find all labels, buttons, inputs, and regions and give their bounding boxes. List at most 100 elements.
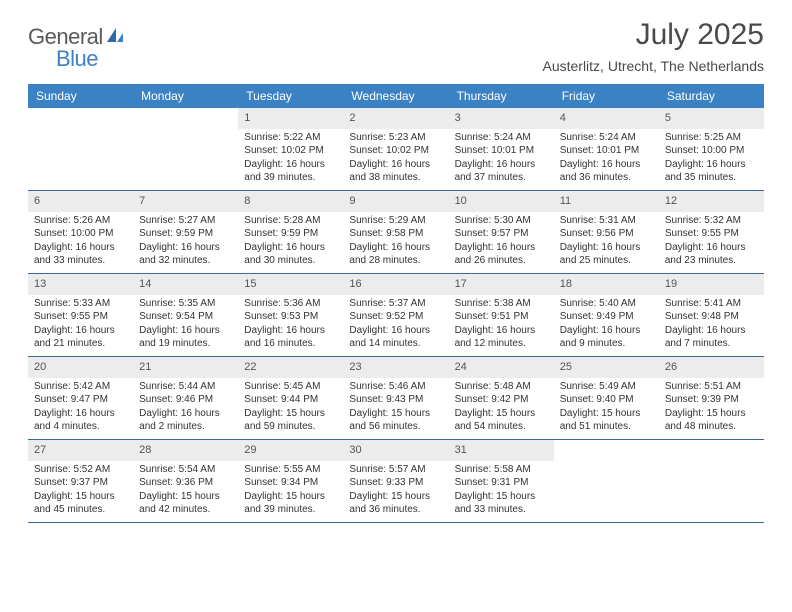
sunrise-text: Sunrise: 5:57 AM	[349, 463, 442, 477]
day-number: 6	[28, 191, 133, 212]
day-cell: 6Sunrise: 5:26 AMSunset: 10:00 PMDayligh…	[28, 191, 133, 273]
brand-sail-icon	[105, 26, 125, 49]
sunset-text: Sunset: 9:48 PM	[665, 310, 758, 324]
daylight-text: Daylight: 16 hours and 2 minutes.	[139, 407, 232, 434]
sunset-text: Sunset: 9:47 PM	[34, 393, 127, 407]
day-cell: 20Sunrise: 5:42 AMSunset: 9:47 PMDayligh…	[28, 357, 133, 439]
day-body: Sunrise: 5:33 AMSunset: 9:55 PMDaylight:…	[28, 295, 133, 355]
day-cell: 13Sunrise: 5:33 AMSunset: 9:55 PMDayligh…	[28, 274, 133, 356]
sunset-text: Sunset: 9:37 PM	[34, 476, 127, 490]
brand-logo: General Blue	[28, 24, 125, 72]
weekday-header: Tuesday	[238, 84, 343, 108]
daylight-text: Daylight: 15 hours and 36 minutes.	[349, 490, 442, 517]
day-cell: 4Sunrise: 5:24 AMSunset: 10:01 PMDayligh…	[554, 108, 659, 190]
sunrise-text: Sunrise: 5:55 AM	[244, 463, 337, 477]
sunrise-text: Sunrise: 5:25 AM	[665, 131, 758, 145]
sunrise-text: Sunrise: 5:48 AM	[455, 380, 548, 394]
sunset-text: Sunset: 9:33 PM	[349, 476, 442, 490]
sunrise-text: Sunrise: 5:49 AM	[560, 380, 653, 394]
day-cell: 30 Sunrise: 5:57 AMSunset: 9:33 PMDayligh…	[343, 440, 448, 522]
sunrise-text: Sunrise: 5:28 AM	[244, 214, 337, 228]
day-number: 18	[554, 274, 659, 295]
sunset-text: Sunset: 9:55 PM	[34, 310, 127, 324]
day-body: Sunrise: 5:29 AMSunset: 9:58 PMDaylight:…	[343, 212, 448, 272]
day-body: Sunrise: 5:42 AMSunset: 9:47 PMDaylight:…	[28, 378, 133, 438]
daylight-text: Daylight: 15 hours and 45 minutes.	[34, 490, 127, 517]
weekday-header: Saturday	[659, 84, 764, 108]
daylight-text: Daylight: 16 hours and 36 minutes.	[560, 158, 653, 185]
day-body: Sunrise: 5:55 AMSunset: 9:34 PMDaylight:…	[238, 461, 343, 521]
sunset-text: Sunset: 9:59 PM	[139, 227, 232, 241]
calendar-grid: Sunday Monday Tuesday Wednesday Thursday…	[28, 84, 764, 523]
sunset-text: Sunset: 9:57 PM	[455, 227, 548, 241]
day-cell: 19Sunrise: 5:41 AMSunset: 9:48 PMDayligh…	[659, 274, 764, 356]
week-row: 27Sunrise: 5:52 AMSunset: 9:37 PMDayligh…	[28, 440, 764, 523]
day-number: 14	[133, 274, 238, 295]
day-number: 30	[343, 440, 448, 461]
sunrise-text: Sunrise: 5:29 AM	[349, 214, 442, 228]
sunrise-text: Sunrise: 5:35 AM	[139, 297, 232, 311]
sunrise-text: Sunrise: 5:54 AM	[139, 463, 232, 477]
daylight-text: Daylight: 16 hours and 23 minutes.	[665, 241, 758, 268]
day-cell: 5Sunrise: 5:25 AMSunset: 10:00 PMDayligh…	[659, 108, 764, 190]
day-cell	[554, 440, 659, 522]
day-number: 5	[659, 108, 764, 129]
sunset-text: Sunset: 10:02 PM	[244, 144, 337, 158]
week-row: 13Sunrise: 5:33 AMSunset: 9:55 PMDayligh…	[28, 274, 764, 357]
day-body: Sunrise: 5:23 AMSunset: 10:02 PMDaylight…	[343, 129, 448, 189]
day-number: 29	[238, 440, 343, 461]
sunrise-text: Sunrise: 5:45 AM	[244, 380, 337, 394]
day-body: Sunrise: 5:41 AMSunset: 9:48 PMDaylight:…	[659, 295, 764, 355]
day-cell: 21Sunrise: 5:44 AMSunset: 9:46 PMDayligh…	[133, 357, 238, 439]
day-cell: 3Sunrise: 5:24 AMSunset: 10:01 PMDayligh…	[449, 108, 554, 190]
day-body: Sunrise: 5:25 AMSunset: 10:00 PMDaylight…	[659, 129, 764, 189]
day-number: 9	[343, 191, 448, 212]
sunset-text: Sunset: 9:42 PM	[455, 393, 548, 407]
day-number: 7	[133, 191, 238, 212]
sunset-text: Sunset: 9:56 PM	[560, 227, 653, 241]
day-cell: 1Sunrise: 5:22 AMSunset: 10:02 PMDayligh…	[238, 108, 343, 190]
sunset-text: Sunset: 9:49 PM	[560, 310, 653, 324]
day-body: Sunrise: 5:51 AMSunset: 9:39 PMDaylight:…	[659, 378, 764, 438]
daylight-text: Daylight: 15 hours and 51 minutes.	[560, 407, 653, 434]
sunrise-text: Sunrise: 5:37 AM	[349, 297, 442, 311]
day-number: 31	[449, 440, 554, 461]
day-body: Sunrise: 5:46 AMSunset: 9:43 PMDaylight:…	[343, 378, 448, 438]
sunset-text: Sunset: 9:51 PM	[455, 310, 548, 324]
sunset-text: Sunset: 9:34 PM	[244, 476, 337, 490]
daylight-text: Daylight: 16 hours and 16 minutes.	[244, 324, 337, 351]
sunrise-text: Sunrise: 5:51 AM	[665, 380, 758, 394]
brand-text-2: Blue	[56, 46, 98, 72]
day-cell	[659, 440, 764, 522]
day-cell: 9Sunrise: 5:29 AMSunset: 9:58 PMDaylight…	[343, 191, 448, 273]
weekday-header: Sunday	[28, 84, 133, 108]
day-number: 19	[659, 274, 764, 295]
daylight-text: Daylight: 16 hours and 35 minutes.	[665, 158, 758, 185]
day-cell: 27Sunrise: 5:52 AMSunset: 9:37 PMDayligh…	[28, 440, 133, 522]
day-body: Sunrise: 5:30 AMSunset: 9:57 PMDaylight:…	[449, 212, 554, 272]
day-number: 3	[449, 108, 554, 129]
day-cell: 7Sunrise: 5:27 AMSunset: 9:59 PMDaylight…	[133, 191, 238, 273]
location-text: Austerlitz, Utrecht, The Netherlands	[542, 58, 764, 74]
day-number: 15	[238, 274, 343, 295]
sunrise-text: Sunrise: 5:36 AM	[244, 297, 337, 311]
day-body: Sunrise: 5:48 AMSunset: 9:42 PMDaylight:…	[449, 378, 554, 438]
day-cell: 12Sunrise: 5:32 AMSunset: 9:55 PMDayligh…	[659, 191, 764, 273]
daylight-text: Daylight: 16 hours and 21 minutes.	[34, 324, 127, 351]
day-cell: 26Sunrise: 5:51 AMSunset: 9:39 PMDayligh…	[659, 357, 764, 439]
day-body: Sunrise: 5:45 AMSunset: 9:44 PMDaylight:…	[238, 378, 343, 438]
sunrise-text: Sunrise: 5:40 AM	[560, 297, 653, 311]
day-body: Sunrise: 5:22 AMSunset: 10:02 PMDaylight…	[238, 129, 343, 189]
sunrise-text: Sunrise: 5:22 AM	[244, 131, 337, 145]
day-cell: 8Sunrise: 5:28 AMSunset: 9:59 PMDaylight…	[238, 191, 343, 273]
day-number: 17	[449, 274, 554, 295]
sunrise-text: Sunrise: 5:30 AM	[455, 214, 548, 228]
day-number: 24	[449, 357, 554, 378]
day-number: 12	[659, 191, 764, 212]
sunset-text: Sunset: 10:00 PM	[665, 144, 758, 158]
daylight-text: Daylight: 15 hours and 54 minutes.	[455, 407, 548, 434]
day-number: 4	[554, 108, 659, 129]
day-body: Sunrise: 5:36 AMSunset: 9:53 PMDaylight:…	[238, 295, 343, 355]
sunrise-text: Sunrise: 5:58 AM	[455, 463, 548, 477]
day-number: 1	[238, 108, 343, 129]
